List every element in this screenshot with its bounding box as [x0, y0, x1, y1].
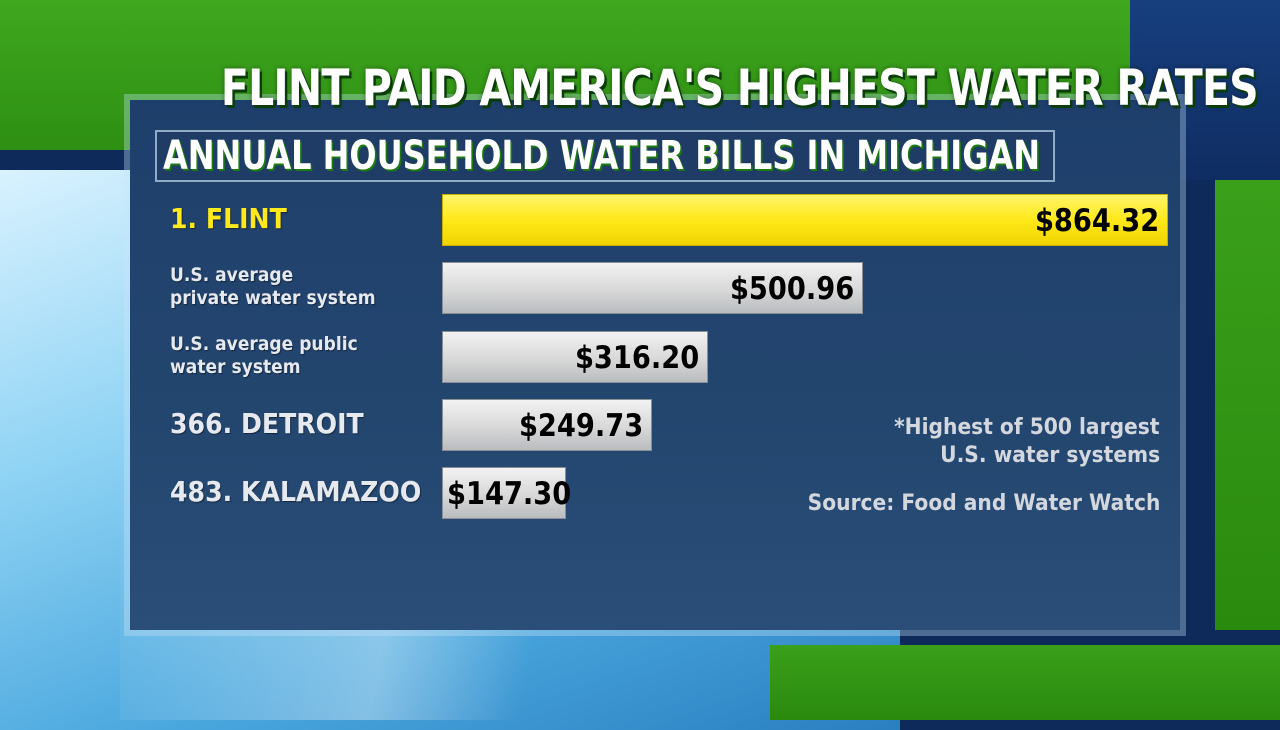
chart-subtitle: ANNUAL HOUSEHOLD WATER BILLS IN MICHIGAN: [163, 133, 1041, 179]
category-label-line: U.S. average public: [170, 333, 358, 355]
category-label: U.S. average private water system: [170, 264, 376, 310]
bar-value-label: $864.32: [1034, 203, 1159, 239]
subtitle-box: [155, 130, 1055, 182]
annotation-line-1: *Highest of 500 largest: [894, 415, 1160, 440]
category-label: U.S. average public water system: [170, 333, 358, 379]
source-note: Source: Food and Water Watch: [807, 491, 1160, 516]
background-green-bottom: [770, 645, 1280, 720]
bar: $500.96: [442, 262, 863, 314]
chart-title: FLINT PAID AMERICA'S HIGHEST WATER RATES: [220, 59, 1259, 117]
bar: $249.73: [442, 399, 652, 451]
bar-value-label: $500.96: [729, 271, 854, 307]
bar: $147.30: [442, 467, 571, 519]
bar-value-label: $147.30: [447, 476, 572, 512]
bar: $316.20: [442, 331, 708, 383]
bar: $864.32: [442, 194, 1168, 246]
category-label: 1. FLINT: [170, 202, 287, 235]
category-label: 366. DETROIT: [170, 407, 364, 440]
category-label-line: U.S. average: [170, 264, 294, 286]
bar-value-label: $249.73: [518, 408, 643, 444]
category-label-line: water system: [170, 356, 301, 378]
category-label-line: private water system: [170, 287, 376, 309]
bar-value-label: $316.20: [574, 340, 699, 376]
category-label: 483. KALAMAZOO: [170, 475, 422, 508]
background-green-right: [1215, 180, 1280, 630]
annotation-line-2: U.S. water systems: [939, 443, 1160, 468]
